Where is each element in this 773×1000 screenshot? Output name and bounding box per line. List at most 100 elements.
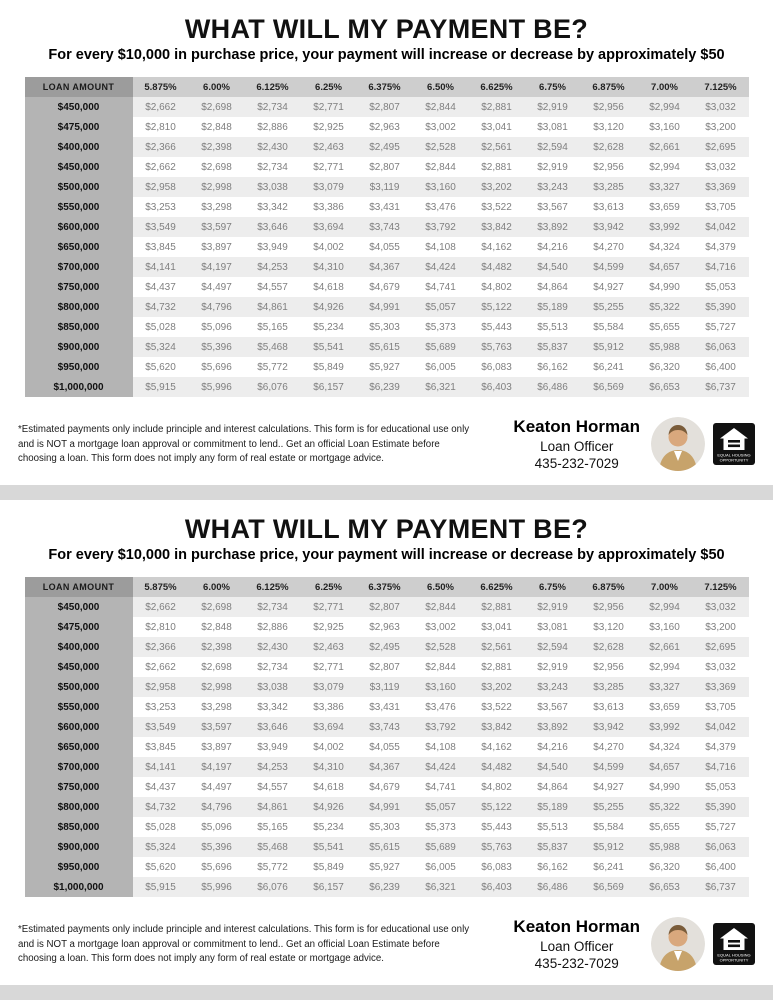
payment-cell: $2,661 xyxy=(636,137,693,157)
contact-block: Keaton Horman Loan Officer 435-232-7029 xyxy=(513,417,755,471)
payment-cell: $4,861 xyxy=(244,797,301,817)
payment-cell: $4,108 xyxy=(412,737,469,757)
payment-cell: $2,919 xyxy=(524,657,581,677)
table-row: $900,000 $5,324 $5,396 $5,468 $5,541 $5,615 $5… xyxy=(24,837,749,857)
contact-phone: 435-232-7029 xyxy=(534,956,619,971)
rate-header: 6.375% xyxy=(356,77,413,97)
payment-cell: $4,042 xyxy=(692,217,749,237)
payment-cell: $4,216 xyxy=(524,237,581,257)
rate-header: 6.875% xyxy=(580,77,637,97)
equal-housing-icon: EQUAL HOUSING OPPORTUNITY xyxy=(713,923,755,965)
payment-cell: $5,689 xyxy=(412,337,469,357)
payment-cell: $4,270 xyxy=(580,237,637,257)
payment-cell: $3,202 xyxy=(468,677,525,697)
payment-cell: $2,463 xyxy=(300,137,357,157)
page-title: WHAT WILL MY PAYMENT BE? xyxy=(184,14,589,44)
loan-amount-cell: $500,000 xyxy=(24,177,133,197)
payment-cell: $4,197 xyxy=(188,257,245,277)
payment-cell: $5,541 xyxy=(300,337,357,357)
payment-cell: $3,342 xyxy=(244,197,301,217)
payment-cell: $3,842 xyxy=(468,717,525,737)
payment-cell: $4,802 xyxy=(468,777,525,797)
equal-housing-logo: EQUAL HOUSING OPPORTUNITY xyxy=(713,923,755,965)
rate-header: 7.125% xyxy=(692,77,749,97)
payment-cell: $4,679 xyxy=(356,777,413,797)
payment-cell: $2,662 xyxy=(132,157,189,177)
payment-cell: $2,463 xyxy=(300,637,357,657)
payment-cell: $3,200 xyxy=(692,617,749,637)
payment-cell: $2,366 xyxy=(132,137,189,157)
payment-cell: $6,239 xyxy=(356,877,413,897)
payment-cell: $2,958 xyxy=(132,677,189,697)
loan-amount-cell: $450,000 xyxy=(24,157,133,177)
payment-cell: $4,990 xyxy=(636,277,693,297)
payment-cell: $4,796 xyxy=(188,797,245,817)
rate-header: 6.375% xyxy=(356,577,413,597)
payment-cell: $6,569 xyxy=(580,877,637,897)
payment-cell: $3,243 xyxy=(524,177,581,197)
payment-cell: $3,079 xyxy=(300,177,357,197)
payment-cell: $3,522 xyxy=(468,197,525,217)
payment-cell: $2,561 xyxy=(468,637,525,657)
payment-cell: $4,141 xyxy=(132,757,189,777)
payment-cell: $6,320 xyxy=(636,857,693,877)
contact-name: Keaton Horman xyxy=(513,917,640,936)
payment-cell: $5,324 xyxy=(132,837,189,857)
payment-cell: $4,141 xyxy=(132,257,189,277)
payment-cell: $3,202 xyxy=(468,177,525,197)
payment-cell: $4,599 xyxy=(580,257,637,277)
payment-cell: $4,732 xyxy=(132,797,189,817)
payment-cell: $3,253 xyxy=(132,697,189,717)
table-header-row: LOAN AMOUNT 5.875% 6.00% 6.125% 6.25% 6.375% 6… xyxy=(24,77,749,97)
flyer-section: WHAT WILL MY PAYMENT BE? For every $10,0… xyxy=(0,500,773,985)
payment-cell: $2,994 xyxy=(636,97,693,117)
disclaimer-text: *Estimated payments only include princip… xyxy=(18,924,470,965)
payment-cell: $3,032 xyxy=(692,157,749,177)
payment-cell: $3,032 xyxy=(692,97,749,117)
rate-header: 6.125% xyxy=(244,77,301,97)
payment-cell: $4,379 xyxy=(692,237,749,257)
payment-cell: $2,807 xyxy=(356,157,413,177)
loan-amount-cell: $850,000 xyxy=(24,317,133,337)
payment-cell: $5,837 xyxy=(524,337,581,357)
payment-cell: $6,400 xyxy=(692,857,749,877)
payment-cell: $4,324 xyxy=(636,737,693,757)
payment-cell: $4,716 xyxy=(692,257,749,277)
contact-name: Keaton Horman xyxy=(513,417,640,436)
payment-cell: $3,659 xyxy=(636,697,693,717)
payment-cell: $2,734 xyxy=(244,97,301,117)
payment-cell: $3,897 xyxy=(188,737,245,757)
loan-amount-cell: $700,000 xyxy=(24,757,133,777)
payment-cell: $3,567 xyxy=(524,697,581,717)
payment-cell: $3,369 xyxy=(692,677,749,697)
loan-amount-cell: $700,000 xyxy=(24,257,133,277)
loan-officer-photo xyxy=(651,417,705,471)
payment-cell: $5,165 xyxy=(244,817,301,837)
payment-cell: $6,083 xyxy=(468,357,525,377)
table-row: $450,000 $2,662 $2,698 $2,734 $2,771 $2,807 $2… xyxy=(24,657,749,677)
payment-cell: $5,322 xyxy=(636,797,693,817)
payment-cell: $5,584 xyxy=(580,817,637,837)
payment-cell: $4,599 xyxy=(580,757,637,777)
table-row: $850,000 $5,028 $5,096 $5,165 $5,234 $5,303 $5… xyxy=(24,817,749,837)
table-row: $850,000 $5,028 $5,096 $5,165 $5,234 $5,303 $5… xyxy=(24,317,749,337)
payment-cell: $3,646 xyxy=(244,717,301,737)
payment-cell: $4,991 xyxy=(356,797,413,817)
loan-amount-cell: $1,000,000 xyxy=(24,877,133,897)
payment-cell: $3,369 xyxy=(692,177,749,197)
payment-cell: $6,737 xyxy=(692,377,749,397)
loan-amount-cell: $550,000 xyxy=(24,197,133,217)
payment-cell: $3,743 xyxy=(356,217,413,237)
table-row: $650,000 $3,845 $3,897 $3,949 $4,002 $4,055 $4… xyxy=(24,737,749,757)
footer: *Estimated payments only include princip… xyxy=(0,417,773,471)
payment-cell: $5,324 xyxy=(132,337,189,357)
rate-header: 7.00% xyxy=(636,77,693,97)
payment-cell: $2,886 xyxy=(244,117,301,137)
rate-header: 6.25% xyxy=(300,577,357,597)
payment-cell: $3,160 xyxy=(636,617,693,637)
payment-cell: $3,386 xyxy=(300,697,357,717)
payment-cell: $3,646 xyxy=(244,217,301,237)
payment-cell: $4,864 xyxy=(524,277,581,297)
payment-cell: $2,734 xyxy=(244,657,301,677)
payment-cell: $2,956 xyxy=(580,157,637,177)
